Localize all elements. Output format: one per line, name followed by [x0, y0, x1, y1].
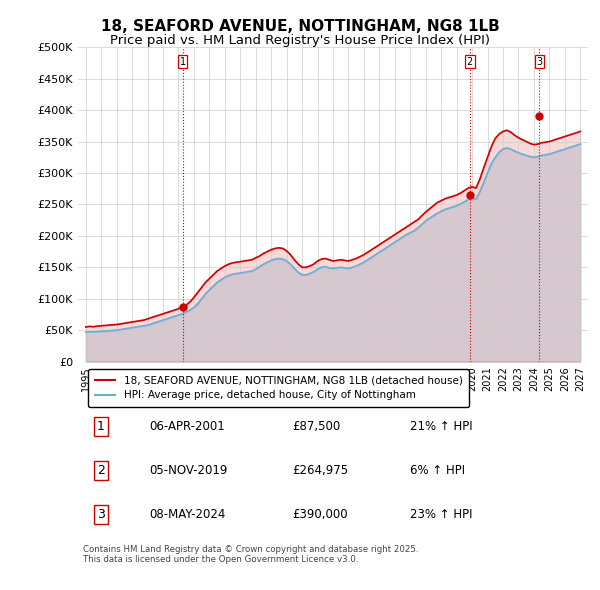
- Text: 1: 1: [179, 57, 185, 67]
- Text: 2: 2: [97, 464, 105, 477]
- Text: 6% ↑ HPI: 6% ↑ HPI: [409, 464, 464, 477]
- Text: 05-NOV-2019: 05-NOV-2019: [149, 464, 228, 477]
- Text: 21% ↑ HPI: 21% ↑ HPI: [409, 419, 472, 432]
- Text: 18, SEAFORD AVENUE, NOTTINGHAM, NG8 1LB: 18, SEAFORD AVENUE, NOTTINGHAM, NG8 1LB: [101, 19, 499, 34]
- Text: 3: 3: [97, 508, 105, 521]
- Text: £390,000: £390,000: [292, 508, 348, 521]
- Text: 3: 3: [536, 57, 542, 67]
- Text: 23% ↑ HPI: 23% ↑ HPI: [409, 508, 472, 521]
- Text: £264,975: £264,975: [292, 464, 349, 477]
- Text: 08-MAY-2024: 08-MAY-2024: [149, 508, 226, 521]
- Text: 06-APR-2001: 06-APR-2001: [149, 419, 225, 432]
- Text: 2: 2: [467, 57, 473, 67]
- Text: Price paid vs. HM Land Registry's House Price Index (HPI): Price paid vs. HM Land Registry's House …: [110, 34, 490, 47]
- Text: 1: 1: [97, 419, 105, 432]
- Legend: 18, SEAFORD AVENUE, NOTTINGHAM, NG8 1LB (detached house), HPI: Average price, de: 18, SEAFORD AVENUE, NOTTINGHAM, NG8 1LB …: [88, 369, 469, 407]
- Text: Contains HM Land Registry data © Crown copyright and database right 2025.
This d: Contains HM Land Registry data © Crown c…: [83, 545, 419, 564]
- Text: £87,500: £87,500: [292, 419, 340, 432]
